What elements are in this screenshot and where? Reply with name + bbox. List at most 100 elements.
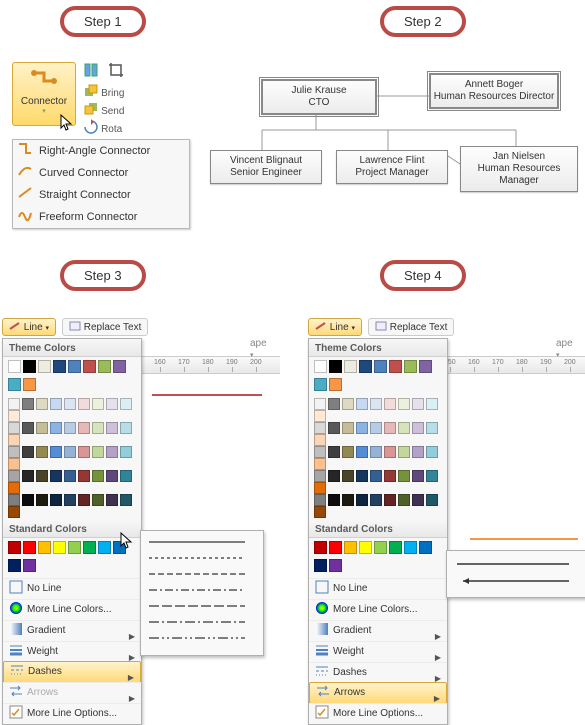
color-swatch[interactable] <box>120 446 132 458</box>
menu-arrows[interactable]: Arrows▶ <box>309 682 447 704</box>
color-swatch[interactable] <box>359 541 372 554</box>
color-swatch[interactable] <box>342 446 354 458</box>
color-swatch[interactable] <box>8 470 20 482</box>
color-swatch[interactable] <box>78 494 90 506</box>
color-swatch[interactable] <box>314 434 326 446</box>
color-swatch[interactable] <box>426 494 438 506</box>
color-swatch[interactable] <box>370 422 382 434</box>
color-swatch[interactable] <box>342 470 354 482</box>
color-swatch[interactable] <box>92 470 104 482</box>
color-swatch[interactable] <box>23 378 36 391</box>
color-swatch[interactable] <box>356 446 368 458</box>
color-swatch[interactable] <box>384 470 396 482</box>
color-swatch[interactable] <box>398 446 410 458</box>
line-tab[interactable]: Line ▾ <box>308 318 362 336</box>
color-swatch[interactable] <box>22 470 34 482</box>
color-swatch[interactable] <box>8 541 21 554</box>
org-node-pm[interactable]: Lawrence FlintProject Manager <box>336 150 448 184</box>
color-swatch[interactable] <box>22 446 34 458</box>
dash-option[interactable] <box>147 569 257 585</box>
color-swatch[interactable] <box>106 470 118 482</box>
color-swatch[interactable] <box>329 360 342 373</box>
color-swatch[interactable] <box>314 360 327 373</box>
color-swatch[interactable] <box>106 446 118 458</box>
menu-more[interactable]: More Line Colors... <box>309 599 447 620</box>
color-swatch[interactable] <box>50 470 62 482</box>
color-swatch[interactable] <box>106 494 118 506</box>
color-swatch[interactable] <box>370 494 382 506</box>
color-swatch[interactable] <box>8 422 20 434</box>
color-swatch[interactable] <box>36 422 48 434</box>
color-swatch[interactable] <box>50 446 62 458</box>
color-swatch[interactable] <box>120 422 132 434</box>
dash-option[interactable] <box>147 601 257 617</box>
color-swatch[interactable] <box>342 494 354 506</box>
color-swatch[interactable] <box>98 541 111 554</box>
color-swatch[interactable] <box>374 360 387 373</box>
color-swatch[interactable] <box>23 541 36 554</box>
color-swatch[interactable] <box>8 559 21 572</box>
color-swatch[interactable] <box>22 398 34 410</box>
color-swatch[interactable] <box>412 494 424 506</box>
color-swatch[interactable] <box>384 494 396 506</box>
menu-opts[interactable]: More Line Options... <box>3 703 141 724</box>
color-swatch[interactable] <box>426 446 438 458</box>
color-swatch[interactable] <box>370 398 382 410</box>
color-swatch[interactable] <box>389 541 402 554</box>
color-swatch[interactable] <box>314 410 326 422</box>
color-swatch[interactable] <box>384 446 396 458</box>
color-swatch[interactable] <box>38 360 51 373</box>
color-swatch[interactable] <box>344 360 357 373</box>
color-swatch[interactable] <box>8 378 21 391</box>
color-swatch[interactable] <box>78 398 90 410</box>
color-swatch[interactable] <box>419 541 432 554</box>
menu-grad[interactable]: Gradient▶ <box>3 620 141 641</box>
color-swatch[interactable] <box>78 446 90 458</box>
color-swatch[interactable] <box>8 482 20 494</box>
color-swatch[interactable] <box>398 494 410 506</box>
color-swatch[interactable] <box>68 360 81 373</box>
color-swatch[interactable] <box>359 360 372 373</box>
color-swatch[interactable] <box>398 398 410 410</box>
org-node-cto[interactable]: Julie KrauseCTO <box>262 80 376 114</box>
color-swatch[interactable] <box>356 398 368 410</box>
dash-option[interactable] <box>147 585 257 601</box>
color-swatch[interactable] <box>314 494 326 506</box>
color-swatch[interactable] <box>329 541 342 554</box>
color-swatch[interactable] <box>106 398 118 410</box>
color-swatch[interactable] <box>98 360 111 373</box>
color-swatch[interactable] <box>68 541 81 554</box>
color-swatch[interactable] <box>78 470 90 482</box>
color-swatch[interactable] <box>342 398 354 410</box>
color-swatch[interactable] <box>83 360 96 373</box>
color-swatch[interactable] <box>404 360 417 373</box>
color-swatch[interactable] <box>314 470 326 482</box>
org-node-eng[interactable]: Vincent BlignautSenior Engineer <box>210 150 322 184</box>
color-swatch[interactable] <box>8 494 20 506</box>
color-swatch[interactable] <box>92 398 104 410</box>
color-swatch[interactable] <box>8 458 20 470</box>
line-tab[interactable]: Line ▾ <box>2 318 56 336</box>
color-swatch[interactable] <box>8 410 20 422</box>
color-swatch[interactable] <box>314 446 326 458</box>
color-swatch[interactable] <box>64 422 76 434</box>
color-swatch[interactable] <box>314 422 326 434</box>
replace-text-tab[interactable]: Replace Text <box>368 318 454 336</box>
color-swatch[interactable] <box>370 446 382 458</box>
color-swatch[interactable] <box>53 360 66 373</box>
color-swatch[interactable] <box>50 494 62 506</box>
dash-option[interactable] <box>147 553 257 569</box>
color-swatch[interactable] <box>36 494 48 506</box>
org-node-hrm[interactable]: Jan NielsenHuman Resources Manager <box>460 146 578 192</box>
color-swatch[interactable] <box>92 446 104 458</box>
color-swatch[interactable] <box>370 470 382 482</box>
color-swatch[interactable] <box>120 398 132 410</box>
color-swatch[interactable] <box>384 398 396 410</box>
dash-option[interactable] <box>147 633 257 649</box>
color-swatch[interactable] <box>8 398 20 410</box>
color-swatch[interactable] <box>344 541 357 554</box>
arrow-option[interactable] <box>453 557 583 574</box>
color-swatch[interactable] <box>120 494 132 506</box>
color-swatch[interactable] <box>36 398 48 410</box>
color-swatch[interactable] <box>412 422 424 434</box>
